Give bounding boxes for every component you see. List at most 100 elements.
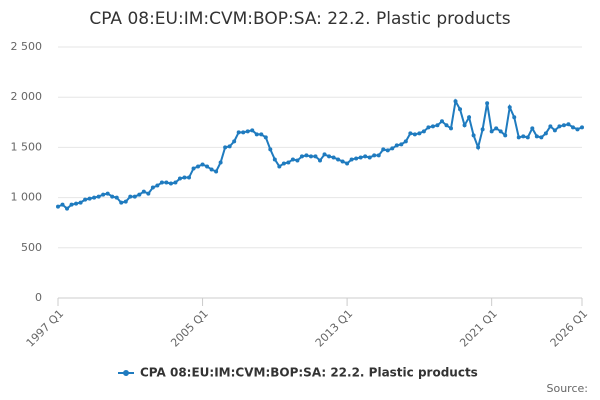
point: [159, 180, 164, 185]
point: [534, 134, 539, 139]
point: [313, 154, 318, 159]
point: [250, 128, 255, 133]
point: [141, 189, 146, 194]
point: [268, 147, 273, 152]
point: [530, 126, 535, 131]
point: [123, 199, 128, 204]
point: [119, 200, 124, 205]
point: [290, 157, 295, 162]
point: [241, 130, 246, 135]
point: [489, 129, 494, 134]
point: [218, 160, 223, 165]
point: [467, 115, 472, 120]
point: [525, 135, 530, 140]
point: [363, 154, 368, 159]
point: [367, 155, 372, 160]
point: [187, 175, 191, 180]
point: [408, 131, 413, 136]
point: [272, 157, 277, 162]
point: [78, 200, 83, 205]
point: [191, 166, 196, 171]
point: [485, 101, 490, 106]
point: [65, 206, 70, 211]
point: [318, 158, 322, 163]
point: [259, 132, 264, 137]
y-tick-label: 1 500: [11, 140, 43, 153]
point: [322, 152, 327, 157]
point: [146, 191, 151, 196]
point: [449, 126, 453, 131]
x-tick-label: 2013 Q1: [313, 307, 356, 350]
point: [503, 133, 508, 138]
point: [227, 144, 232, 149]
point: [354, 156, 359, 161]
y-tick-label: 0: [35, 291, 42, 304]
point: [430, 124, 435, 129]
point: [245, 129, 250, 134]
point: [110, 194, 115, 199]
x-tick-label: 2026 Q1: [548, 307, 591, 350]
point: [83, 197, 88, 202]
y-tick-label: 500: [21, 241, 42, 254]
point: [399, 142, 404, 147]
point: [471, 133, 476, 138]
point: [385, 148, 390, 153]
point: [394, 143, 399, 148]
point: [60, 202, 65, 207]
point: [435, 123, 440, 128]
point: [403, 139, 408, 144]
point: [539, 135, 544, 140]
point: [182, 175, 187, 180]
point: [236, 130, 241, 135]
point: [580, 125, 584, 130]
legend-marker: [123, 370, 129, 376]
chart-title: CPA 08:EU:IM:CVM:BOP:SA: 22.2. Plastic p…: [89, 9, 510, 29]
x-tick-label: 2021 Q1: [457, 307, 500, 350]
point: [345, 161, 350, 166]
point: [548, 124, 553, 129]
point: [480, 127, 485, 132]
point: [196, 164, 201, 169]
point: [390, 146, 395, 151]
point: [516, 135, 521, 140]
point: [476, 145, 481, 150]
point: [381, 147, 386, 152]
point: [114, 195, 119, 200]
point: [214, 169, 219, 174]
point: [561, 123, 566, 128]
y-tick-label: 1 000: [11, 191, 43, 204]
point: [331, 155, 336, 160]
y-tick-label: 2 000: [11, 90, 43, 103]
point: [458, 107, 463, 112]
point: [453, 99, 458, 104]
point: [421, 129, 426, 134]
point: [295, 158, 300, 163]
point: [150, 185, 155, 190]
point: [498, 129, 503, 134]
point: [254, 132, 259, 137]
point: [74, 201, 79, 206]
point: [570, 125, 575, 130]
point: [507, 105, 512, 110]
point: [128, 194, 133, 199]
point: [168, 181, 173, 186]
point: [263, 135, 268, 140]
line: [57, 98, 583, 210]
point: [575, 127, 580, 132]
point: [327, 154, 332, 159]
point: [101, 192, 106, 197]
point: [444, 123, 449, 128]
point: [494, 126, 499, 131]
point: [286, 160, 291, 165]
point: [96, 194, 101, 199]
point: [87, 196, 92, 201]
point: [512, 115, 517, 120]
x-tick-label: 2005 Q1: [168, 307, 211, 350]
point: [209, 167, 214, 172]
point: [412, 132, 417, 137]
point: [349, 157, 354, 162]
point: [164, 180, 169, 185]
point: [543, 131, 548, 136]
legend-label: CPA 08:EU:IM:CVM:BOP:SA: 22.2. Plastic p…: [140, 366, 478, 380]
